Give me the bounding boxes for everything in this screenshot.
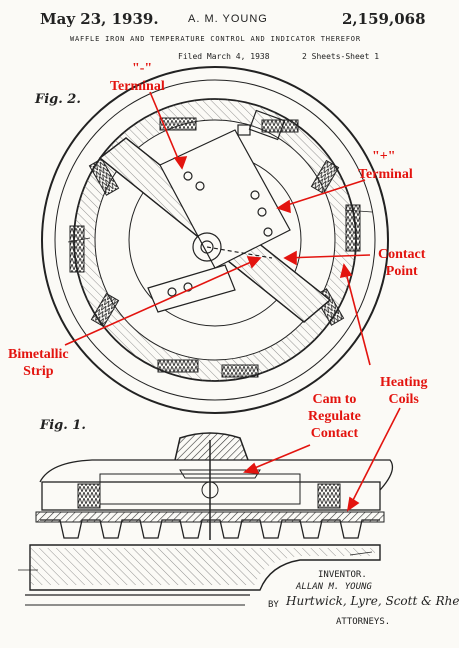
inventor-label: INVENTOR.	[318, 570, 367, 580]
minus-label: "-"	[132, 61, 153, 76]
cam-label: Cam to Regulate Contact	[308, 391, 361, 442]
fig1-label: Fig. 1.	[40, 418, 86, 433]
heating-line1: Heating	[380, 375, 428, 390]
by-label: BY	[268, 600, 279, 610]
attorneys-label: ATTORNEYS.	[336, 617, 391, 627]
patent-date: May 23, 1939.	[40, 10, 159, 28]
sheet-count: 2 Sheets-Sheet 1	[302, 52, 380, 61]
fig2-top-view	[41, 66, 389, 414]
contact-point-label: Contact Point	[378, 246, 425, 280]
patent-title: WAFFLE IRON AND TEMPERATURE CONTROL AND …	[70, 35, 361, 43]
heating-line2: Coils	[388, 392, 419, 407]
top-connector	[237, 109, 286, 141]
annotation-arrows	[64, 91, 401, 512]
bimetallic-line1: Bimetallic	[8, 347, 69, 362]
terminal-minus-label: Terminal	[110, 79, 165, 94]
contact-point-line2: Point	[385, 264, 418, 279]
attorney-signature: Hurtwick, Lyre, Scott & Rhea	[286, 594, 459, 608]
bimetallic-line2: Strip	[23, 364, 54, 379]
fig2-label: Fig. 2.	[35, 92, 81, 107]
cam-line1: Cam to	[312, 392, 357, 407]
center-cam	[192, 232, 273, 262]
inventor-name: A. M. YOUNG	[188, 13, 268, 25]
terminal-plus-label: Terminal	[358, 167, 413, 182]
terminal-plate	[159, 129, 291, 269]
patent-number: 2,159,068	[342, 10, 426, 28]
filed-date: Filed March 4, 1938	[178, 52, 270, 61]
fig1-section-view	[18, 432, 394, 606]
bimetallic-strip-label: Bimetallic Strip	[8, 346, 69, 380]
plus-label: "+"	[372, 149, 396, 164]
inventor-signature: ALLAN M. YOUNG	[296, 582, 372, 592]
contact-point-line1: Contact	[378, 247, 426, 262]
cam-line2: Regulate	[308, 409, 361, 424]
heating-coils-label: Heating Coils	[380, 374, 427, 408]
cam-line3: Contact	[310, 426, 359, 441]
